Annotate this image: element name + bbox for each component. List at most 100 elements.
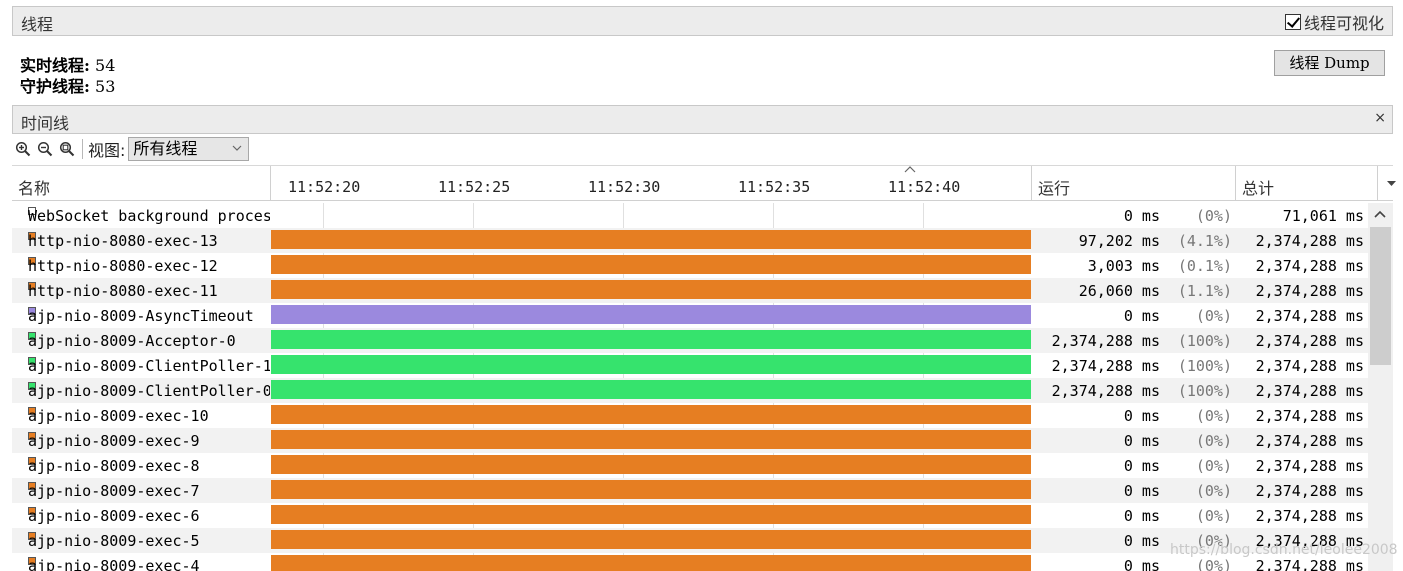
daemon-threads-stat: 守护线程: 53 — [20, 73, 115, 97]
visualize-threads-label: 线程可视化 — [1303, 14, 1384, 33]
zoom-fit-icon[interactable] — [59, 141, 75, 157]
thread-running-percent: (0%) — [1195, 432, 1232, 450]
thread-state-swatch-icon — [28, 307, 36, 315]
live-threads-stat: 实时线程: 54 — [20, 52, 115, 76]
visualize-threads-checkbox[interactable]: 线程可视化 — [1284, 10, 1384, 34]
column-total-label: 总计 — [1242, 179, 1275, 198]
thread-timeline-bar — [271, 380, 1031, 399]
thread-row[interactable]: http-nio-8080-exec-13 97,202 ms (4.1%) 2,37… — [12, 228, 1368, 253]
thread-state-swatch-icon — [28, 207, 36, 215]
live-threads-value: 54 — [95, 56, 116, 75]
thread-running-time: 2,374,288 ms — [1051, 332, 1160, 350]
thread-state-swatch-icon — [28, 332, 36, 340]
thread-name: ajp-nio-8009-AsyncTimeout — [28, 307, 254, 325]
thread-state-swatch-icon — [28, 407, 36, 415]
thread-row[interactable]: ajp-nio-8009-exec-10 0 ms (0%) 2,374,288 ms — [12, 403, 1368, 428]
scroll-up-icon[interactable] — [1372, 207, 1388, 221]
thread-running-time: 0 ms — [1123, 207, 1160, 225]
thread-row[interactable]: ajp-nio-8009-exec-9 0 ms (0%) 2,374,288 ms — [12, 428, 1368, 453]
view-dropdown[interactable]: 所有线程 — [128, 137, 250, 161]
thread-total-time: 2,374,288 ms — [1255, 557, 1364, 571]
thread-row[interactable]: ajp-nio-8009-exec-6 0 ms (0%) 2,374,288 ms — [12, 503, 1368, 528]
thread-dump-button[interactable]: 线程 Dump — [1274, 50, 1385, 76]
column-menu-arrow-icon[interactable] — [1378, 166, 1403, 201]
timeline-tick-label: 11:52:30 — [588, 178, 661, 196]
thread-name: ajp-nio-8009-exec-7 — [28, 482, 200, 500]
thread-total-time: 2,374,288 ms — [1255, 232, 1364, 250]
thread-name-cell: ajp-nio-8009-Acceptor-0 — [12, 328, 270, 353]
thread-name-cell: ajp-nio-8009-exec-8 — [12, 453, 270, 478]
thread-total-time: 2,374,288 ms — [1255, 282, 1364, 300]
daemon-threads-value: 53 — [95, 77, 116, 96]
thread-name: ajp-nio-8009-exec-9 — [28, 432, 200, 450]
close-icon[interactable]: × — [1374, 110, 1386, 126]
thread-name: WebSocket background proces — [28, 207, 270, 225]
column-header-total[interactable]: 总计 — [1236, 166, 1378, 201]
thread-row[interactable]: ajp-nio-8009-ClientPoller-1 2,374,288 ms (… — [12, 353, 1368, 378]
daemon-threads-label: 守护线程: — [20, 77, 90, 96]
thread-timeline-bar — [271, 505, 1031, 524]
thread-running-time: 2,374,288 ms — [1051, 382, 1160, 400]
thread-name-cell: ajp-nio-8009-ClientPoller-0 — [12, 378, 270, 403]
thread-running-time: 0 ms — [1123, 532, 1160, 550]
column-header-running[interactable]: 运行 — [1032, 166, 1236, 201]
zoom-in-icon[interactable] — [15, 141, 31, 157]
thread-row[interactable]: http-nio-8080-exec-12 3,003 ms (0.1%) 2,374… — [12, 253, 1368, 278]
timeline-tick-label: 11:52:20 — [288, 178, 361, 196]
thread-state-swatch-icon — [28, 482, 36, 490]
thread-running-percent: (100%) — [1177, 382, 1232, 400]
timeline-tick-label: 11:52:35 — [738, 178, 811, 196]
column-header-name[interactable]: 名称 — [12, 166, 271, 201]
thread-total-time: 2,374,288 ms — [1255, 382, 1364, 400]
thread-state-swatch-icon — [28, 357, 36, 365]
thread-row[interactable]: ajp-nio-8009-exec-4 0 ms (0%) 2,374,288 ms — [12, 553, 1368, 571]
thread-total-time: 2,374,288 ms — [1255, 432, 1364, 450]
thread-row[interactable]: ajp-nio-8009-exec-5 0 ms (0%) 2,374,288 ms — [12, 528, 1368, 553]
thread-row[interactable]: ajp-nio-8009-AsyncTimeout 0 ms (0%) 2,374,2… — [12, 303, 1368, 328]
thread-row[interactable]: http-nio-8080-exec-11 26,060 ms (1.1%) 2,37… — [12, 278, 1368, 303]
timeline-tick-label: 11:52:25 — [438, 178, 511, 196]
thread-name-cell: ajp-nio-8009-ClientPoller-1 — [12, 353, 270, 378]
thread-row[interactable]: ajp-nio-8009-exec-8 0 ms (0%) 2,374,288 ms — [12, 453, 1368, 478]
scrollbar-thumb[interactable] — [1370, 227, 1391, 365]
thread-total-time: 2,374,288 ms — [1255, 457, 1364, 475]
zoom-out-icon[interactable] — [37, 141, 53, 157]
thread-row[interactable]: ajp-nio-8009-Acceptor-0 2,374,288 ms (100%… — [12, 328, 1368, 353]
thread-timeline-bar — [271, 405, 1031, 424]
thread-row[interactable]: ajp-nio-8009-ClientPoller-0 2,374,288 ms (… — [12, 378, 1368, 403]
thread-total-time: 2,374,288 ms — [1255, 482, 1364, 500]
thread-running-percent: (100%) — [1177, 332, 1232, 350]
thread-running-percent: (0%) — [1195, 207, 1232, 225]
sort-caret-icon — [904, 166, 916, 173]
thread-running-percent: (0%) — [1195, 407, 1232, 425]
thread-timeline-bar — [271, 330, 1031, 349]
thread-name-cell: http-nio-8080-exec-11 — [12, 278, 270, 303]
checkbox-checked-icon[interactable] — [1284, 14, 1301, 30]
thread-state-swatch-icon — [28, 257, 36, 265]
thread-running-percent: (100%) — [1177, 357, 1232, 375]
thread-running-percent: (0%) — [1195, 457, 1232, 475]
thread-running-percent: (4.1%) — [1177, 232, 1232, 250]
thread-row[interactable]: ajp-nio-8009-exec-7 0 ms (0%) 2,374,288 ms — [12, 478, 1368, 503]
thread-running-percent: (0%) — [1195, 532, 1232, 550]
thread-running-time: 0 ms — [1123, 457, 1160, 475]
thread-name-cell: ajp-nio-8009-exec-10 — [12, 403, 270, 428]
thread-name-cell: http-nio-8080-exec-12 — [12, 253, 270, 278]
thread-name-cell: ajp-nio-8009-exec-5 — [12, 528, 270, 553]
thread-name-cell: ajp-nio-8009-exec-9 — [12, 428, 270, 453]
thread-running-time: 0 ms — [1123, 307, 1160, 325]
toolbar-separator — [82, 139, 83, 159]
thread-total-time: 71,061 ms — [1282, 207, 1364, 225]
thread-name-cell: ajp-nio-8009-AsyncTimeout — [12, 303, 270, 328]
thread-timeline-bar — [271, 255, 1031, 274]
thread-name: ajp-nio-8009-ClientPoller-1 — [28, 357, 270, 375]
thread-name: ajp-nio-8009-ClientPoller-0 — [28, 382, 270, 400]
thread-name: ajp-nio-8009-exec-5 — [28, 532, 200, 550]
thread-running-time: 2,374,288 ms — [1051, 357, 1160, 375]
thread-row[interactable]: WebSocket background proces 0 ms (0%) 71,06… — [12, 203, 1368, 228]
column-header-timeline[interactable]: 11:52:20 11:52:25 11:52:30 11:52:35 11:5… — [271, 166, 1032, 201]
thread-running-percent: (1.1%) — [1177, 282, 1232, 300]
thread-state-swatch-icon — [28, 557, 36, 565]
thread-timeline-bar — [271, 355, 1031, 374]
vertical-scrollbar[interactable] — [1368, 203, 1393, 571]
